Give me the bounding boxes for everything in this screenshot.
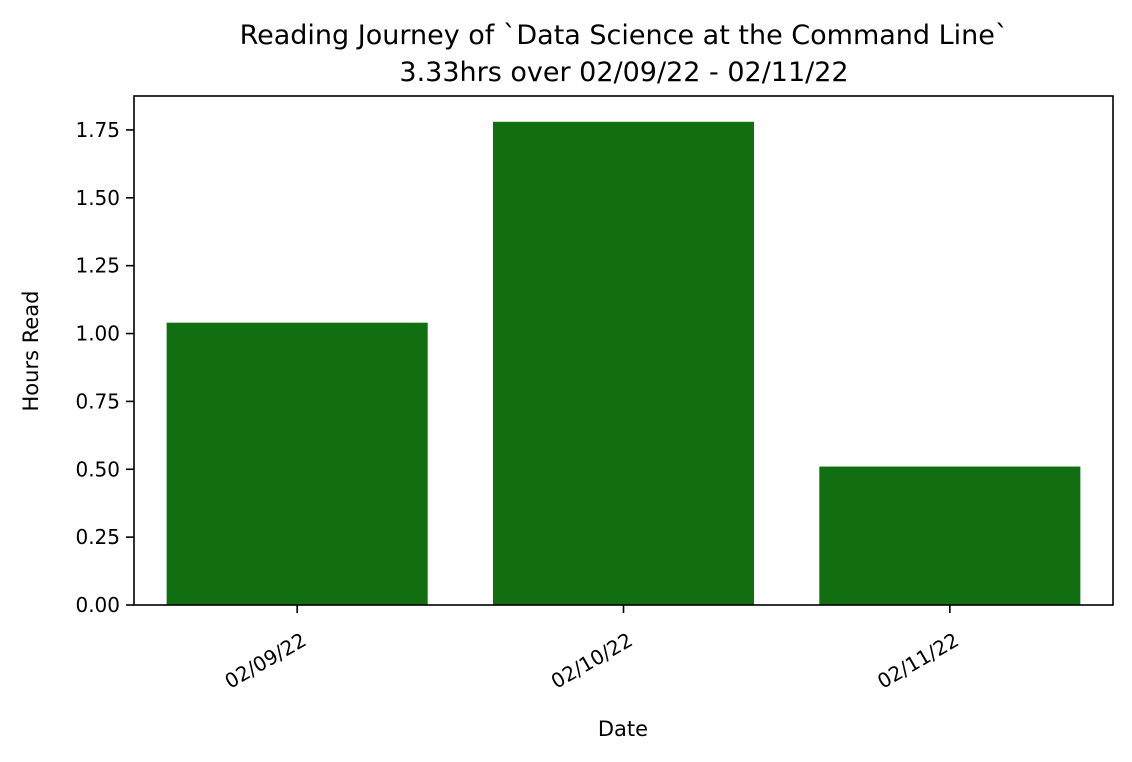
chart-subtitle: 3.33hrs over 02/09/22 - 02/11/22	[399, 57, 848, 88]
bars-layer	[166, 121, 1081, 605]
y-tick-label: 1.00	[75, 322, 120, 346]
y-tick-label: 1.75	[75, 118, 120, 142]
bar-02-10-22	[492, 121, 755, 605]
chart-title: Reading Journey of `Data Science at the …	[240, 20, 1009, 51]
x-axis-label: Date	[598, 717, 648, 741]
plot-area-frame	[133, 95, 1114, 606]
x-tick-label: 02/11/22	[873, 628, 963, 694]
y-tick-label: 1.25	[75, 254, 120, 278]
y-tick-label: 0.75	[75, 389, 120, 413]
x-tick-label: 02/10/22	[547, 628, 637, 694]
y-axis-label: Hours Read	[19, 291, 43, 412]
y-tick-label: 1.50	[75, 186, 120, 210]
bar-02-11-22	[819, 466, 1081, 605]
x-tick-label: 02/09/22	[220, 628, 310, 694]
y-tick-label: 0.50	[75, 457, 120, 481]
x-axis: 02/09/22 02/10/22 02/11/22	[220, 605, 963, 694]
bar-02-09-22	[166, 322, 428, 605]
y-axis: 0.00 0.25 0.50 0.75 1.00 1.25 1.50 1.75	[75, 118, 134, 617]
y-tick-label: 0.25	[75, 525, 120, 549]
y-tick-label: 0.00	[75, 593, 120, 617]
